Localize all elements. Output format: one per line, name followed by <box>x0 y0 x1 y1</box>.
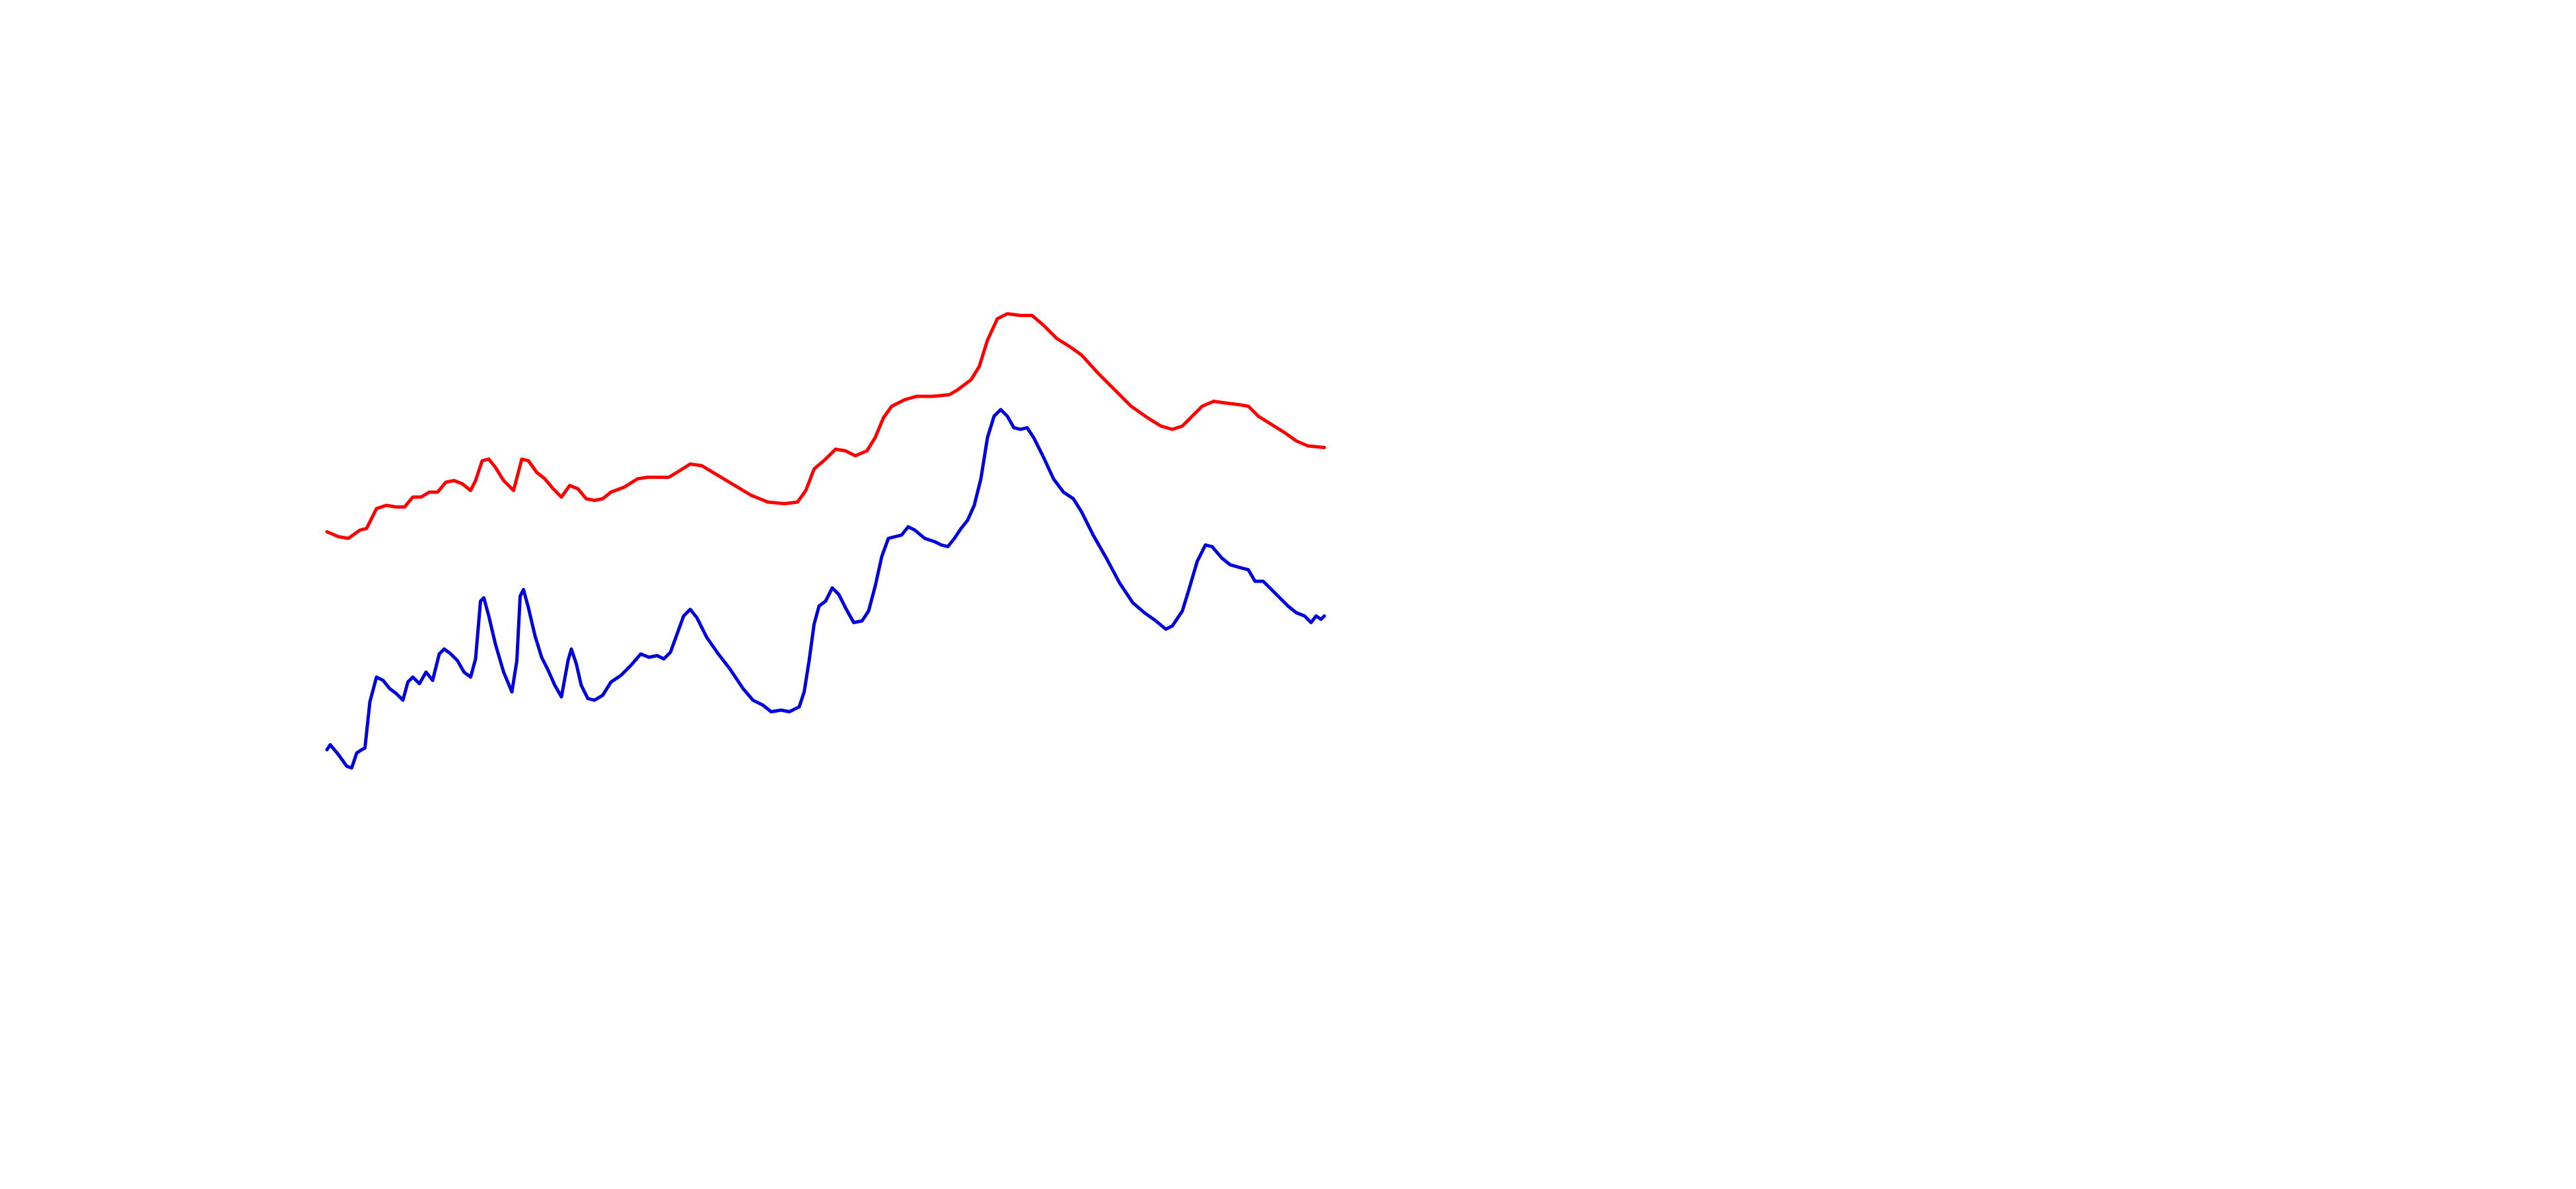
data-line <box>325 312 1326 540</box>
data-line <box>325 408 1326 770</box>
